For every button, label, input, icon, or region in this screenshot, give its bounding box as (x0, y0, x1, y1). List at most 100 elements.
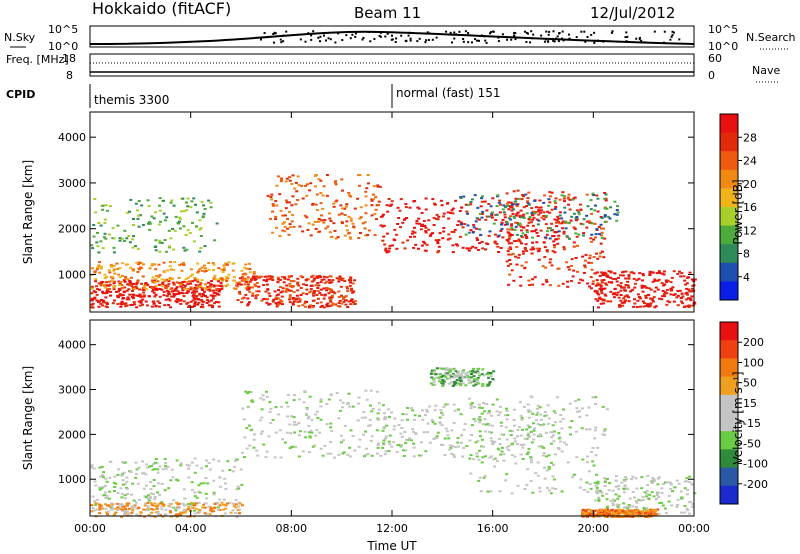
power-cell (527, 221, 531, 224)
power-cell (597, 293, 601, 296)
power-cell (511, 252, 515, 255)
power-cell (648, 270, 652, 273)
velocity-cell (116, 503, 120, 505)
velocity-cell (433, 409, 437, 412)
velocity-cell (381, 446, 385, 449)
velocity-cell (658, 501, 662, 504)
power-cell (105, 281, 108, 284)
power-cell (312, 279, 316, 282)
velocity-cell (594, 426, 598, 429)
power-cell (653, 279, 657, 282)
velocity-cell (466, 371, 470, 374)
power-cell (622, 301, 626, 304)
power-cell (311, 274, 315, 277)
velocity-cell (459, 384, 462, 387)
power-cell (621, 304, 625, 307)
power-cell (194, 284, 198, 287)
velocity-cell (461, 376, 465, 379)
velocity-cell (448, 371, 452, 373)
power-cell (534, 228, 538, 231)
power-cell (529, 248, 533, 251)
velocity-cell (150, 511, 154, 514)
power-cell (557, 217, 561, 220)
power-cell (600, 217, 604, 219)
velocity-cell (542, 452, 546, 454)
power-cell (328, 212, 331, 215)
power-cell (199, 227, 203, 230)
power-cell (435, 213, 439, 216)
power-cell (351, 282, 355, 285)
velocity-cell (650, 482, 654, 484)
power-cell (567, 203, 570, 206)
power-cell (281, 287, 285, 290)
velocity-cell (433, 422, 437, 425)
power-cell (168, 299, 172, 302)
power-cell (635, 279, 639, 282)
power-cell (529, 221, 533, 224)
velocity-cell (122, 471, 126, 474)
power-cell (353, 302, 357, 305)
power-cell (200, 200, 204, 203)
power-cell (570, 215, 574, 218)
power-cell (304, 278, 308, 281)
power-cell (266, 297, 269, 300)
velocity-cell (250, 428, 254, 431)
velocity-cell (448, 444, 452, 447)
power-cell (366, 174, 370, 176)
noise-search-point (593, 31, 596, 34)
noise-search-point (583, 30, 586, 33)
velocity-cell (393, 425, 397, 428)
velocity-cell (465, 376, 469, 379)
velocity-cell (516, 484, 520, 487)
velocity-cell (456, 441, 460, 444)
power-cell (346, 287, 350, 290)
power-cell (576, 270, 579, 273)
velocity-cell (383, 416, 387, 419)
velocity-cell (104, 507, 108, 510)
velocity-cell (669, 487, 673, 490)
power-cell (605, 274, 609, 277)
velocity-cell (314, 413, 318, 416)
power-cell (252, 270, 256, 273)
power-ylabel: Slant Range [km] (21, 160, 35, 264)
power-cell (288, 201, 291, 204)
power-cell (405, 217, 409, 219)
velocity-cell (587, 406, 591, 409)
power-cell (545, 233, 549, 236)
power-cell (538, 199, 542, 202)
power-cell (600, 281, 604, 284)
noise-search-point (532, 33, 535, 36)
power-cell (534, 211, 538, 214)
velocity-cell (448, 367, 452, 370)
power-cell (411, 230, 415, 233)
power-colorbar-tick-label: 4 (743, 271, 750, 284)
velocity-cell (488, 456, 492, 459)
power-cell (601, 288, 605, 291)
velocity-cell (149, 481, 153, 483)
power-cell (207, 268, 211, 271)
velocity-cell (487, 410, 491, 412)
velocity-cell (437, 380, 441, 383)
power-cell (279, 177, 283, 180)
velocity-cell (606, 508, 609, 511)
velocity-cell (603, 433, 606, 436)
power-cell (236, 283, 240, 286)
power-cell (339, 204, 343, 207)
velocity-cell (106, 513, 109, 516)
power-cell (156, 280, 160, 283)
power-cell (613, 292, 617, 295)
power-cell (525, 237, 529, 239)
velocity-cell (103, 491, 107, 494)
power-cell (180, 269, 184, 272)
power-cell (549, 258, 553, 261)
power-colorbar-swatch (720, 281, 738, 301)
velocity-cell (572, 473, 576, 476)
power-cell (569, 264, 573, 267)
power-cell (145, 304, 149, 307)
power-cell (649, 288, 653, 291)
velocity-cell (656, 491, 660, 494)
power-cell (515, 203, 518, 206)
velocity-cell (452, 403, 456, 406)
velocity-cell (216, 508, 220, 511)
power-cell (376, 184, 380, 187)
